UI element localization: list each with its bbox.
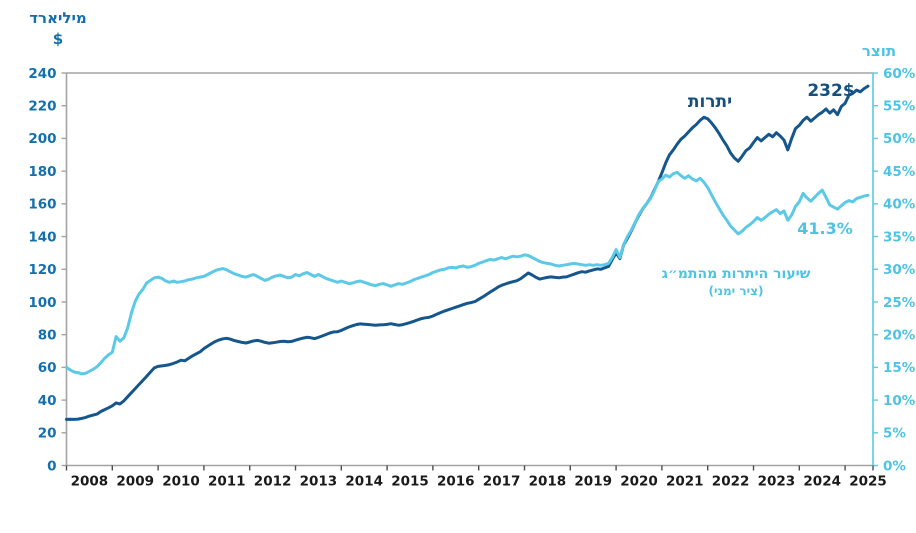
right-axis-tick-label: 15%: [883, 360, 916, 376]
annotation-reserves-end-value: 232$: [807, 81, 855, 101]
x-axis-year-label: 2011: [208, 474, 246, 490]
annotation-reserves-series-label: יתרות: [687, 92, 733, 112]
left-axis-tick-label: 200: [28, 131, 56, 147]
x-axis-year-label: 2015: [391, 474, 429, 490]
x-axis-year-label: 2018: [529, 474, 567, 490]
ratio-line-series: [65, 170, 870, 376]
x-axis-year-label: 2010: [162, 474, 200, 490]
left-axis-title-line2: $: [52, 30, 64, 48]
left-axis-tick-label: 0: [47, 458, 56, 474]
x-axis-year-label: 2021: [666, 474, 704, 490]
reserves-line-series: [65, 84, 870, 421]
x-axis-year-label: 2020: [620, 474, 658, 490]
left-axis-title: מיליארד $: [18, 8, 98, 50]
x-axis-year-label: 2025: [849, 474, 887, 490]
left-axis-tick-label: 120: [28, 262, 56, 278]
x-axis-year-label: 2024: [803, 474, 841, 490]
annotation-ratio-series-label: שיעור היתרות מהתמ״ג (ציר ימני): [636, 265, 836, 299]
x-axis-year-label: 2009: [116, 474, 154, 490]
annotation-ratio-series-label-line1: שיעור היתרות מהתמ״ג: [661, 266, 811, 282]
right-axis-tick-label: 50%: [883, 131, 916, 147]
right-axis-tick-label: 55%: [883, 99, 916, 115]
left-axis-tick-label: 20: [38, 426, 57, 442]
x-axis-year-label: 2013: [300, 474, 338, 490]
left-axis-tick-label: 180: [28, 164, 56, 180]
x-axis-year-label: 2023: [758, 474, 796, 490]
annotation-ratio-end-value: 41.3%: [797, 219, 853, 238]
left-axis-tick-label: 40: [38, 393, 57, 409]
x-axis-year-label: 2022: [712, 474, 750, 490]
right-axis-tick-label: 25%: [883, 295, 916, 311]
left-axis-tick-label: 160: [28, 197, 56, 213]
left-axis-tick-label: 100: [28, 295, 56, 311]
x-axis-year-label: 2008: [71, 474, 109, 490]
left-axis-tick-label: 220: [28, 99, 56, 115]
left-axis-tick-label: 240: [28, 66, 56, 82]
right-axis-title: תוצר: [861, 42, 897, 60]
left-axis-tick-label: 80: [38, 327, 57, 343]
left-axis-title-line1: מיליארד: [29, 9, 87, 27]
x-axis-year-label: 2016: [437, 474, 475, 490]
right-axis-tick-label: 20%: [883, 327, 916, 343]
right-axis-tick-label: 0%: [883, 458, 906, 474]
x-axis-year-label: 2017: [483, 474, 521, 490]
annotation-ratio-series-label-line2: (ציר ימני): [708, 284, 764, 298]
right-axis-tick-label: 5%: [883, 426, 906, 442]
left-axis-tick-label: 140: [28, 229, 56, 245]
right-axis-tick-label: 60%: [883, 66, 916, 82]
right-axis-tick-label: 40%: [883, 197, 916, 213]
right-axis-tick-label: 30%: [883, 262, 916, 278]
x-axis-year-label: 2019: [574, 474, 612, 490]
x-axis-year-label: 2012: [254, 474, 292, 490]
x-axis-year-label: 2014: [345, 474, 383, 490]
left-axis-tick-label: 60: [38, 360, 57, 376]
right-axis-tick-label: 35%: [883, 229, 916, 245]
right-axis-tick-label: 10%: [883, 393, 916, 409]
right-axis-tick-label: 45%: [883, 164, 916, 180]
